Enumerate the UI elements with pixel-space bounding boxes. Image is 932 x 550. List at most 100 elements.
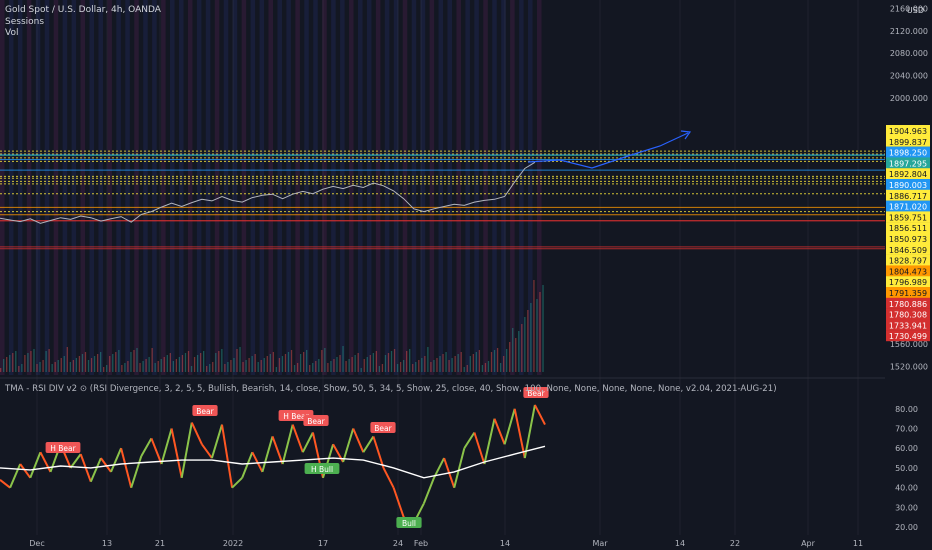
volume-bar: [469, 356, 471, 372]
volume-bar: [499, 363, 502, 372]
volume-bar: [166, 355, 168, 372]
session-band: [268, 0, 273, 375]
rsi-line-segment: [251, 451, 264, 473]
price-level-tag-label: 1899.837: [889, 138, 927, 147]
rsi-line-segment: [170, 428, 183, 479]
volume-bar: [130, 352, 132, 372]
volume-bar: [348, 359, 350, 372]
volume-legend[interactable]: Vol: [5, 28, 19, 38]
rsi-line-segment: [493, 418, 506, 445]
volume-bar: [290, 350, 293, 372]
volume-bar: [515, 338, 517, 372]
divergence-tag: [396, 517, 422, 528]
volume-bar: [127, 361, 129, 372]
price-level-tag-label: 1780.308: [889, 311, 927, 320]
volume-bar: [281, 356, 284, 372]
volume-bar: [245, 360, 247, 372]
projection-arrow: [527, 130, 692, 169]
currency-label: USD: [906, 6, 924, 15]
volume-bar: [502, 356, 505, 372]
volume-bar: [36, 364, 38, 372]
rsi-line-segment: [89, 457, 102, 483]
rsi-line-segment: [0, 479, 11, 489]
rsi-line-segment: [473, 432, 486, 465]
indicator-legend[interactable]: TMA - RSI DIV v2 ⊙ (RSI Divergence, 3, 2…: [5, 384, 777, 394]
price-level-tag: [886, 189, 930, 201]
volume-bar: [109, 356, 111, 372]
rsi-line-segment: [69, 453, 82, 469]
volume-bar: [63, 356, 65, 372]
volume-bar: [93, 356, 96, 372]
volume-bar: [148, 357, 150, 372]
volume-bar: [124, 363, 126, 372]
volume-bar: [521, 324, 523, 372]
rsi-line-segment: [382, 467, 395, 489]
price-level-tag-label: 1780.886: [889, 300, 927, 309]
volume-bar: [357, 353, 359, 372]
volume-bar: [493, 350, 496, 372]
volume-bar: [415, 362, 417, 372]
volume-bar: [542, 285, 544, 372]
rsi-tick-label: 70.00: [895, 425, 918, 434]
volume-bar: [530, 303, 532, 372]
price-level-tag: [886, 265, 930, 277]
price-level-tag: [886, 179, 930, 190]
volume-bar: [160, 359, 162, 372]
sessions-legend[interactable]: Sessions: [5, 17, 45, 27]
price-level-tag-label: 1733.941: [889, 321, 927, 330]
volume-bar: [284, 354, 287, 372]
volume-bar: [51, 364, 53, 372]
volume-bar: [454, 356, 456, 372]
volume-bar: [321, 350, 323, 372]
volume-bar: [448, 360, 450, 372]
volume-bar: [169, 353, 171, 372]
rsi-line-segment: [362, 435, 375, 453]
volume-bar: [203, 351, 205, 372]
session-band: [143, 0, 148, 375]
rsi-line-segment: [281, 424, 294, 465]
session-band: [420, 0, 426, 375]
session-band: [116, 0, 121, 375]
volume-bar: [139, 363, 141, 372]
rsi-line-segment: [503, 408, 516, 445]
session-band: [429, 0, 435, 375]
volume-bar: [42, 360, 44, 372]
volume-bar: [490, 352, 493, 372]
volume-bar: [142, 361, 144, 372]
volume-bar: [151, 348, 153, 372]
time-tick-label: 24: [393, 539, 403, 548]
session-band: [187, 0, 193, 375]
volume-bar: [69, 362, 71, 372]
volume-bar: [181, 355, 184, 372]
volume-bar: [418, 360, 420, 372]
price-level-tag-label: 1897.295: [889, 159, 927, 168]
volume-bar: [96, 354, 99, 372]
volume-bar: [39, 362, 41, 372]
rsi-line-segment: [19, 463, 32, 479]
volume-bar: [278, 358, 281, 372]
volume-bar: [396, 364, 399, 372]
volume-bar: [524, 317, 526, 372]
session-band: [62, 0, 68, 375]
divergence-tag: [303, 415, 329, 426]
volume-bar: [375, 351, 378, 372]
session-band: [259, 0, 265, 375]
session-band: [411, 0, 417, 375]
volume-bar: [121, 365, 123, 372]
volume-bar: [360, 368, 362, 372]
rsi-line-segment: [483, 418, 496, 465]
volume-bar: [475, 352, 478, 372]
price-level-tag-label: 1856.511: [889, 224, 927, 233]
volume-bar: [48, 349, 50, 372]
divergence-tag: [304, 463, 340, 474]
volume-bar: [430, 362, 432, 372]
volume-bar: [233, 358, 235, 372]
price-level-tag: [886, 222, 930, 234]
price-level-tag: [886, 157, 930, 169]
time-tick-label: 22: [730, 539, 740, 548]
volume-bar: [163, 357, 165, 372]
volume-bar: [272, 352, 274, 372]
rsi-line-segment: [180, 422, 193, 478]
session-band: [161, 0, 166, 375]
divergence-tag: [523, 387, 549, 398]
